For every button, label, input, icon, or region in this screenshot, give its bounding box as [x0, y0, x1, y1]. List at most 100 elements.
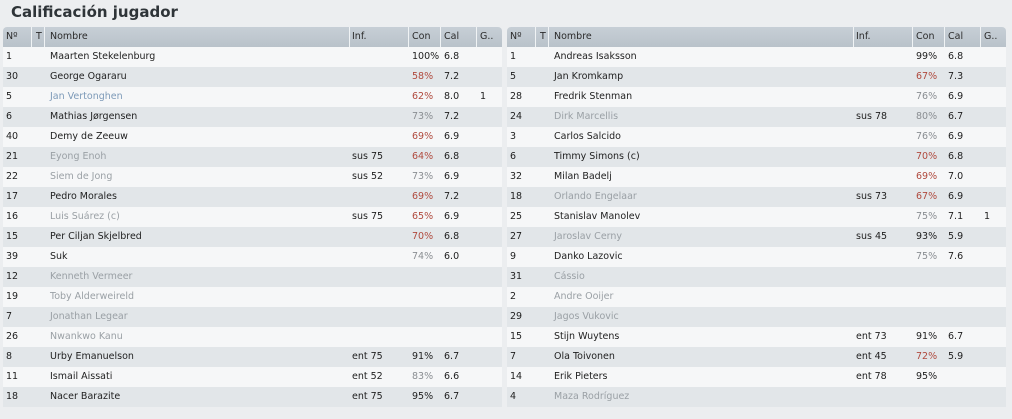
table-row[interactable]: 17 Pedro Morales 69% 7.2	[3, 187, 502, 207]
header-number[interactable]: Nº	[507, 27, 536, 47]
player-condition: 65%	[412, 211, 434, 222]
header-goals[interactable]: G..	[984, 31, 998, 42]
table-row[interactable]: 7 Jonathan Legear	[3, 307, 502, 327]
player-name[interactable]: Carlos Salcido	[554, 131, 621, 142]
player-name[interactable]: Mathias Jørgensen	[50, 111, 138, 122]
header-number[interactable]: Nº	[3, 27, 32, 47]
player-name[interactable]: Jan Vertonghen	[50, 91, 123, 102]
header-t[interactable]: T	[536, 27, 549, 47]
table-row[interactable]: 16 Luis Suárez (c) sus 75 65% 6.9	[3, 207, 502, 227]
table-row[interactable]: 15 Stijn Wuytens ent 73 91% 6.7	[507, 327, 1006, 347]
player-name[interactable]: Ola Toivonen	[554, 351, 615, 362]
player-name[interactable]: Dirk Marcellis	[554, 111, 619, 122]
player-name[interactable]: Ismail Aissati	[50, 371, 113, 382]
table-header: Nº T Nombre Inf. Con Cal G..	[3, 27, 502, 47]
table-row[interactable]: 8 Urby Emanuelson ent 75 91% 6.7	[3, 347, 502, 367]
player-condition: 80%	[916, 111, 938, 122]
table-row[interactable]: 2 Andre Ooijer	[507, 287, 1006, 307]
player-name[interactable]: George Ogararu	[50, 71, 127, 82]
table-row[interactable]: 7 Ola Toivonen ent 45 72% 5.9	[507, 347, 1006, 367]
player-name[interactable]: Siem de Jong	[50, 171, 113, 182]
player-name[interactable]: Stanislav Manolev	[554, 211, 641, 222]
table-row[interactable]: 28 Fredrik Stenman 76% 6.9	[507, 87, 1006, 107]
player-name[interactable]: Nwankwo Kanu	[50, 331, 123, 342]
table-row[interactable]: 1 Andreas Isaksson 99% 6.8	[507, 47, 1006, 67]
header-rating[interactable]: Cal	[945, 27, 981, 47]
table-row[interactable]: 4 Maza Rodríguez	[507, 387, 1006, 407]
table-row[interactable]: 29 Jagos Vukovic	[507, 307, 1006, 327]
player-name[interactable]: Urby Emanuelson	[50, 351, 134, 362]
player-name[interactable]: Luis Suárez (c)	[50, 211, 120, 222]
table-row[interactable]: 39 Suk 74% 6.0	[3, 247, 502, 267]
table-row[interactable]: 18 Orlando Engelaar sus 73 67% 6.9	[507, 187, 1006, 207]
player-rating: 6.9	[948, 131, 964, 142]
player-info: sus 45	[856, 231, 888, 242]
player-name[interactable]: Stijn Wuytens	[554, 331, 620, 342]
player-name[interactable]: Nacer Barazite	[50, 391, 121, 402]
player-name[interactable]: Milan Badelj	[554, 171, 612, 182]
header-info[interactable]: Inf.	[854, 27, 913, 47]
table-row[interactable]: 11 Ismail Aissati ent 52 83% 6.6	[3, 367, 502, 387]
table-row[interactable]: 1 Maarten Stekelenburg 100% 6.8	[3, 47, 502, 67]
table-row[interactable]: 40 Demy de Zeeuw 69% 6.9	[3, 127, 502, 147]
header-t[interactable]: T	[32, 27, 45, 47]
table-row[interactable]: 12 Kenneth Vermeer	[3, 267, 502, 287]
shirt-number: 1	[510, 51, 517, 62]
table-row[interactable]: 3 Carlos Salcido 76% 6.9	[507, 127, 1006, 147]
table-row[interactable]: 32 Milan Badelj 69% 7.0	[507, 167, 1006, 187]
table-row[interactable]: 25 Stanislav Manolev 75% 7.1 1	[507, 207, 1006, 227]
table-row[interactable]: 18 Nacer Barazite ent 75 95% 6.7	[3, 387, 502, 407]
table-row[interactable]: 15 Per Ciljan Skjelbred 70% 6.8	[3, 227, 502, 247]
table-row[interactable]: 26 Nwankwo Kanu	[3, 327, 502, 347]
player-name[interactable]: Erik Pieters	[554, 371, 608, 382]
player-name[interactable]: Jan Kromkamp	[554, 71, 624, 82]
header-rating[interactable]: Cal	[441, 27, 477, 47]
player-name[interactable]: Kenneth Vermeer	[50, 271, 133, 282]
player-rating: 6.9	[444, 131, 460, 142]
table-row[interactable]: 9 Danko Lazovic 75% 7.6	[507, 247, 1006, 267]
player-name[interactable]: Per Ciljan Skjelbred	[50, 231, 142, 242]
player-name[interactable]: Demy de Zeeuw	[50, 131, 128, 142]
player-name[interactable]: Maza Rodríguez	[554, 391, 630, 402]
header-info[interactable]: Inf.	[350, 27, 409, 47]
player-name[interactable]: Timmy Simons (c)	[554, 151, 640, 162]
table-row[interactable]: 19 Toby Alderweireld	[3, 287, 502, 307]
player-rating: 7.2	[444, 191, 460, 202]
header-condition[interactable]: Con	[913, 27, 945, 47]
header-name[interactable]: Nombre	[45, 27, 350, 47]
table-row[interactable]: 30 George Ogararu 58% 7.2	[3, 67, 502, 87]
player-name[interactable]: Pedro Morales	[50, 191, 117, 202]
header-name[interactable]: Nombre	[549, 27, 854, 47]
player-name[interactable]: Orlando Engelaar	[554, 191, 637, 202]
player-name[interactable]: Maarten Stekelenburg	[50, 51, 156, 62]
table-row[interactable]: 21 Eyong Enoh sus 75 64% 6.8	[3, 147, 502, 167]
shirt-number: 17	[6, 191, 19, 202]
shirt-number: 3	[510, 131, 517, 142]
player-name[interactable]: Fredrik Stenman	[554, 91, 633, 102]
player-condition: 76%	[916, 131, 938, 142]
player-name[interactable]: Jonathan Legear	[50, 311, 128, 322]
player-name[interactable]: Toby Alderweireld	[50, 291, 135, 302]
table-row[interactable]: 27 Jaroslav Cerny sus 45 93% 5.9	[507, 227, 1006, 247]
shirt-number: 8	[6, 351, 13, 362]
player-name[interactable]: Jagos Vukovic	[554, 311, 619, 322]
shirt-number: 26	[6, 331, 19, 342]
header-condition[interactable]: Con	[409, 27, 441, 47]
player-name[interactable]: Eyong Enoh	[50, 151, 107, 162]
player-name[interactable]: Cássio	[554, 271, 585, 282]
table-row[interactable]: 5 Jan Kromkamp 67% 7.3	[507, 67, 1006, 87]
table-row[interactable]: 14 Erik Pieters ent 78 95%	[507, 367, 1006, 387]
player-name[interactable]: Jaroslav Cerny	[554, 231, 623, 242]
table-row[interactable]: 22 Siem de Jong sus 52 73% 6.9	[3, 167, 502, 187]
table-row[interactable]: 31 Cássio	[507, 267, 1006, 287]
player-name[interactable]: Andre Ooijer	[554, 291, 614, 302]
table-row[interactable]: 6 Timmy Simons (c) 70% 6.8	[507, 147, 1006, 167]
player-name[interactable]: Suk	[50, 251, 68, 262]
player-name[interactable]: Andreas Isaksson	[554, 51, 637, 62]
header-goals[interactable]: G..	[480, 31, 494, 42]
player-condition: 70%	[916, 151, 938, 162]
player-name[interactable]: Danko Lazovic	[554, 251, 623, 262]
table-row[interactable]: 24 Dirk Marcellis sus 78 80% 6.7	[507, 107, 1006, 127]
table-row[interactable]: 6 Mathias Jørgensen 73% 7.2	[3, 107, 502, 127]
